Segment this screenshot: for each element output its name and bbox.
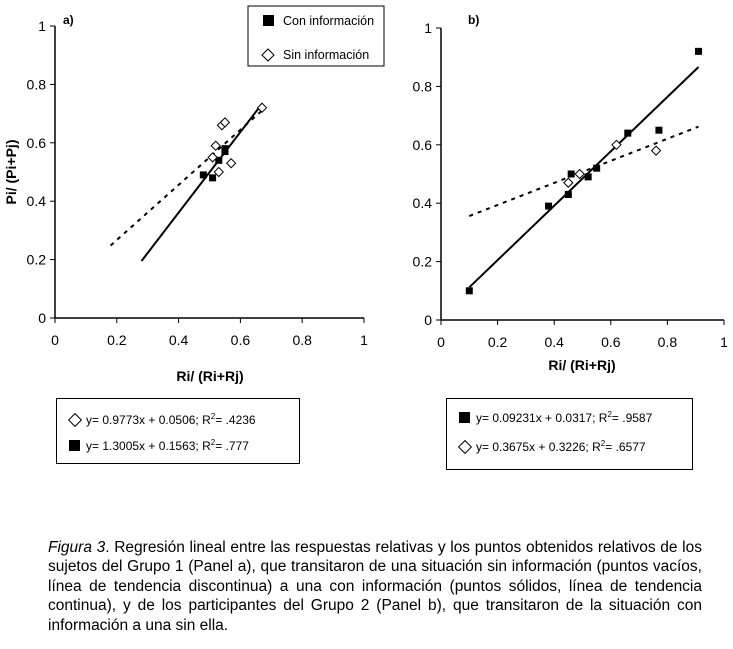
legend-entry-label: Con información (283, 14, 374, 28)
figure-caption: Figura 3. Regresión lineal entre las res… (48, 538, 702, 635)
x-tick-label: 0.4 (544, 334, 564, 350)
trendline-solid (140, 103, 263, 262)
x-tick-label: 1 (720, 334, 728, 350)
data-point-sin-informacion (611, 139, 622, 151)
x-tick-label: 0.4 (169, 332, 189, 348)
equation-box-a: y= 0.9773x + 0.0506; R2= .4236 y= 1.3005… (56, 398, 300, 464)
y-tick-label: 0.6 (27, 135, 47, 151)
square-marker-icon (69, 440, 80, 451)
diamond-marker-icon (69, 414, 80, 425)
data-point-con-informacion (545, 202, 553, 210)
x-axis-label: Ri/ (Ri+Rj) (176, 368, 243, 384)
equation-text: y= 0.09231x + 0.0317; R2= .9587 (476, 410, 653, 425)
x-tick-label: 0.2 (107, 332, 127, 348)
trendline-dashed (109, 109, 263, 247)
square-marker-icon (459, 412, 470, 423)
data-point-sin-informacion (650, 145, 662, 156)
legend-entry-label: Sin información (283, 48, 369, 62)
data-point-sin-informacion (210, 140, 221, 151)
equation-text: y= 0.9773x + 0.0506; R2= .4236 (86, 412, 256, 427)
data-point-con-informacion (695, 47, 703, 55)
data-point-con-informacion (209, 174, 217, 182)
data-point-sin-informacion (225, 158, 237, 169)
y-tick-label: 0.8 (27, 76, 47, 92)
x-tick-label: 0.2 (488, 334, 508, 350)
data-point-con-informacion (564, 190, 572, 198)
data-point-sin-informacion (213, 166, 224, 178)
data-point-con-informacion (567, 170, 575, 178)
data-point-con-informacion (215, 156, 223, 164)
data-point-con-informacion (624, 129, 632, 137)
equation-row-diamond-b: y= 0.3675x + 0.3226; R2= .6577 (459, 439, 646, 454)
y-axis-label: Pi/ (Pi+Pj) (3, 140, 19, 205)
data-point-con-informacion (221, 148, 229, 156)
data-point-con-informacion (593, 164, 601, 172)
x-axis-label: Ri/ (Ri+Rj) (548, 357, 615, 373)
equation-text: y= 0.3675x + 0.3226; R2= .6577 (476, 439, 646, 454)
trendline-dashed (468, 125, 699, 217)
equation-box-b: y= 0.09231x + 0.0317; R2= .9587 y= 0.367… (446, 398, 693, 470)
data-point-sin-informacion (563, 177, 574, 188)
y-tick-label: 0.8 (413, 78, 433, 94)
x-tick-label: 0.8 (292, 332, 312, 348)
data-point-con-informacion (199, 171, 207, 179)
y-tick-label: 0.4 (27, 193, 47, 209)
panel-label: a) (63, 13, 74, 27)
y-tick-label: 0.2 (27, 252, 47, 268)
data-point-sin-informacion (574, 168, 585, 180)
x-tick-label: 0.8 (658, 334, 678, 350)
legend-marker-diamond (261, 48, 275, 62)
x-tick-label: 1 (360, 332, 368, 348)
x-tick-label: 0 (51, 332, 59, 348)
panel-label: b) (468, 13, 479, 27)
equation-row-square-a: y= 1.3005x + 0.1563; R2= .777 (69, 438, 249, 453)
legend-marker-square (263, 15, 274, 26)
data-point-sin-informacion (219, 117, 231, 128)
chart-figure: 0 0.2 0.4 0.6 0.8 1 0 0.2 0.4 0.6 0.8 1 a) Ri/ (Ri+Rj… (3, 5, 728, 384)
y-tick-label: 0 (424, 312, 432, 328)
equation-text: y= 1.3005x + 0.1563; R2= .777 (86, 438, 249, 453)
y-tick-label: 0 (38, 310, 46, 326)
y-tick-label: 1 (424, 20, 432, 36)
y-tick-label: 0.6 (413, 137, 433, 153)
y-tick-label: 1 (38, 18, 46, 34)
x-tick-label: 0.6 (231, 332, 251, 348)
caption-figure-label: Figura 3 (48, 539, 106, 556)
diamond-marker-icon (459, 441, 470, 452)
x-tick-label: 0.6 (601, 334, 621, 350)
x-tick-label: 0 (437, 334, 445, 350)
data-point-con-informacion (655, 126, 663, 134)
data-point-sin-informacion (207, 152, 218, 163)
data-point-con-informacion (465, 287, 473, 295)
data-point-sin-informacion (256, 102, 268, 113)
equation-row-diamond-a: y= 0.9773x + 0.0506; R2= .4236 (69, 412, 256, 427)
data-point-con-informacion (584, 173, 592, 181)
equation-row-square-b: y= 0.09231x + 0.0317; R2= .9587 (459, 410, 652, 425)
y-tick-label: 0.2 (413, 254, 433, 270)
y-tick-label: 0.4 (413, 195, 433, 211)
caption-text: . Regresión lineal entre las respuestas … (48, 539, 702, 634)
trendline-solid (468, 66, 700, 289)
